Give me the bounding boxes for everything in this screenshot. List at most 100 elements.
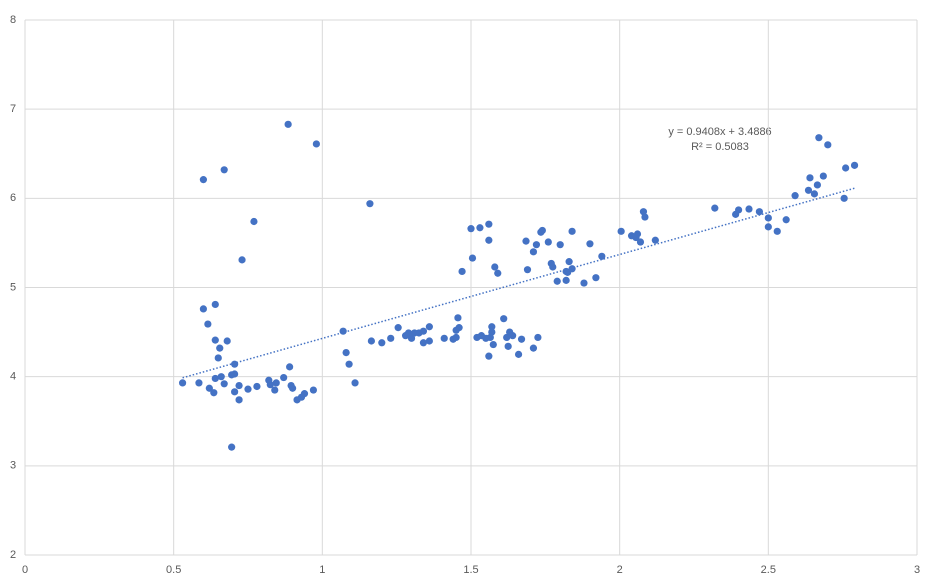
point	[228, 443, 236, 451]
point	[815, 134, 823, 142]
x-tick-label: 0	[22, 564, 28, 576]
point	[529, 248, 538, 256]
x-tick-label: 0.5	[166, 564, 181, 576]
point	[238, 256, 246, 264]
point	[617, 227, 625, 235]
point	[339, 327, 347, 335]
point	[467, 225, 475, 233]
point	[810, 190, 819, 198]
point	[440, 334, 448, 342]
point	[223, 337, 231, 345]
point	[504, 342, 512, 350]
point	[534, 333, 542, 342]
point	[286, 363, 294, 371]
point	[280, 373, 288, 382]
point	[342, 348, 350, 357]
point	[214, 354, 222, 362]
point	[217, 373, 225, 381]
point	[840, 194, 848, 202]
point	[514, 350, 523, 358]
point	[755, 208, 764, 216]
x-tick-label: 1.5	[463, 564, 478, 576]
point	[633, 230, 642, 238]
trendline-equation: y = 0.9408x + 3.4886	[668, 126, 771, 138]
point	[289, 384, 297, 392]
point	[522, 237, 530, 245]
point	[220, 380, 228, 388]
point	[419, 339, 428, 347]
point	[636, 238, 645, 246]
point	[216, 344, 224, 352]
point	[407, 334, 416, 342]
y-tick-label: 6	[10, 192, 16, 204]
point	[199, 176, 207, 184]
x-tick-label: 3	[914, 564, 920, 576]
point	[205, 384, 213, 392]
point	[517, 335, 526, 343]
point	[549, 263, 557, 271]
point	[178, 379, 187, 387]
point	[211, 336, 219, 344]
point	[764, 223, 772, 231]
point	[244, 385, 252, 393]
point	[345, 360, 353, 368]
point	[488, 323, 496, 331]
point	[523, 266, 532, 274]
point	[562, 276, 570, 284]
point	[711, 204, 719, 212]
point	[485, 352, 493, 360]
point	[791, 192, 799, 200]
point	[312, 140, 320, 148]
point	[476, 224, 484, 232]
point	[850, 161, 859, 169]
point	[231, 370, 239, 378]
point	[556, 241, 564, 249]
point	[532, 241, 541, 249]
point	[387, 334, 395, 342]
point	[494, 269, 502, 277]
point	[500, 315, 508, 323]
x-tick-label: 2.5	[761, 564, 776, 576]
point	[764, 214, 772, 222]
point	[284, 120, 292, 128]
point	[488, 328, 496, 336]
point	[745, 205, 753, 213]
point	[204, 320, 212, 328]
point	[538, 226, 546, 235]
point	[404, 329, 413, 337]
point	[813, 181, 821, 189]
point	[491, 263, 499, 271]
point	[735, 206, 743, 214]
point	[199, 305, 207, 313]
point	[378, 339, 386, 347]
y-tick-label: 7	[10, 103, 16, 115]
point	[641, 213, 649, 221]
point	[235, 396, 243, 404]
point	[568, 227, 576, 235]
point	[231, 360, 239, 368]
point	[235, 381, 243, 390]
point	[651, 236, 659, 244]
point	[366, 200, 374, 208]
x-tick-label: 1	[319, 564, 325, 576]
point	[544, 238, 552, 246]
y-tick-label: 2	[10, 549, 16, 561]
point	[271, 386, 279, 394]
point	[272, 379, 280, 387]
trendline	[182, 187, 855, 379]
point	[568, 265, 576, 273]
point	[553, 277, 561, 285]
point	[425, 337, 433, 345]
point	[842, 164, 850, 172]
point	[454, 314, 462, 322]
point	[250, 217, 258, 226]
y-tick-label: 4	[10, 371, 16, 383]
x-tick-label: 2	[617, 564, 623, 576]
point	[231, 388, 239, 396]
point	[419, 327, 428, 335]
y-tick-label: 8	[10, 14, 16, 26]
point	[458, 267, 466, 276]
point	[565, 258, 573, 266]
trendline-r-squared: R² = 0.5083	[691, 141, 749, 153]
